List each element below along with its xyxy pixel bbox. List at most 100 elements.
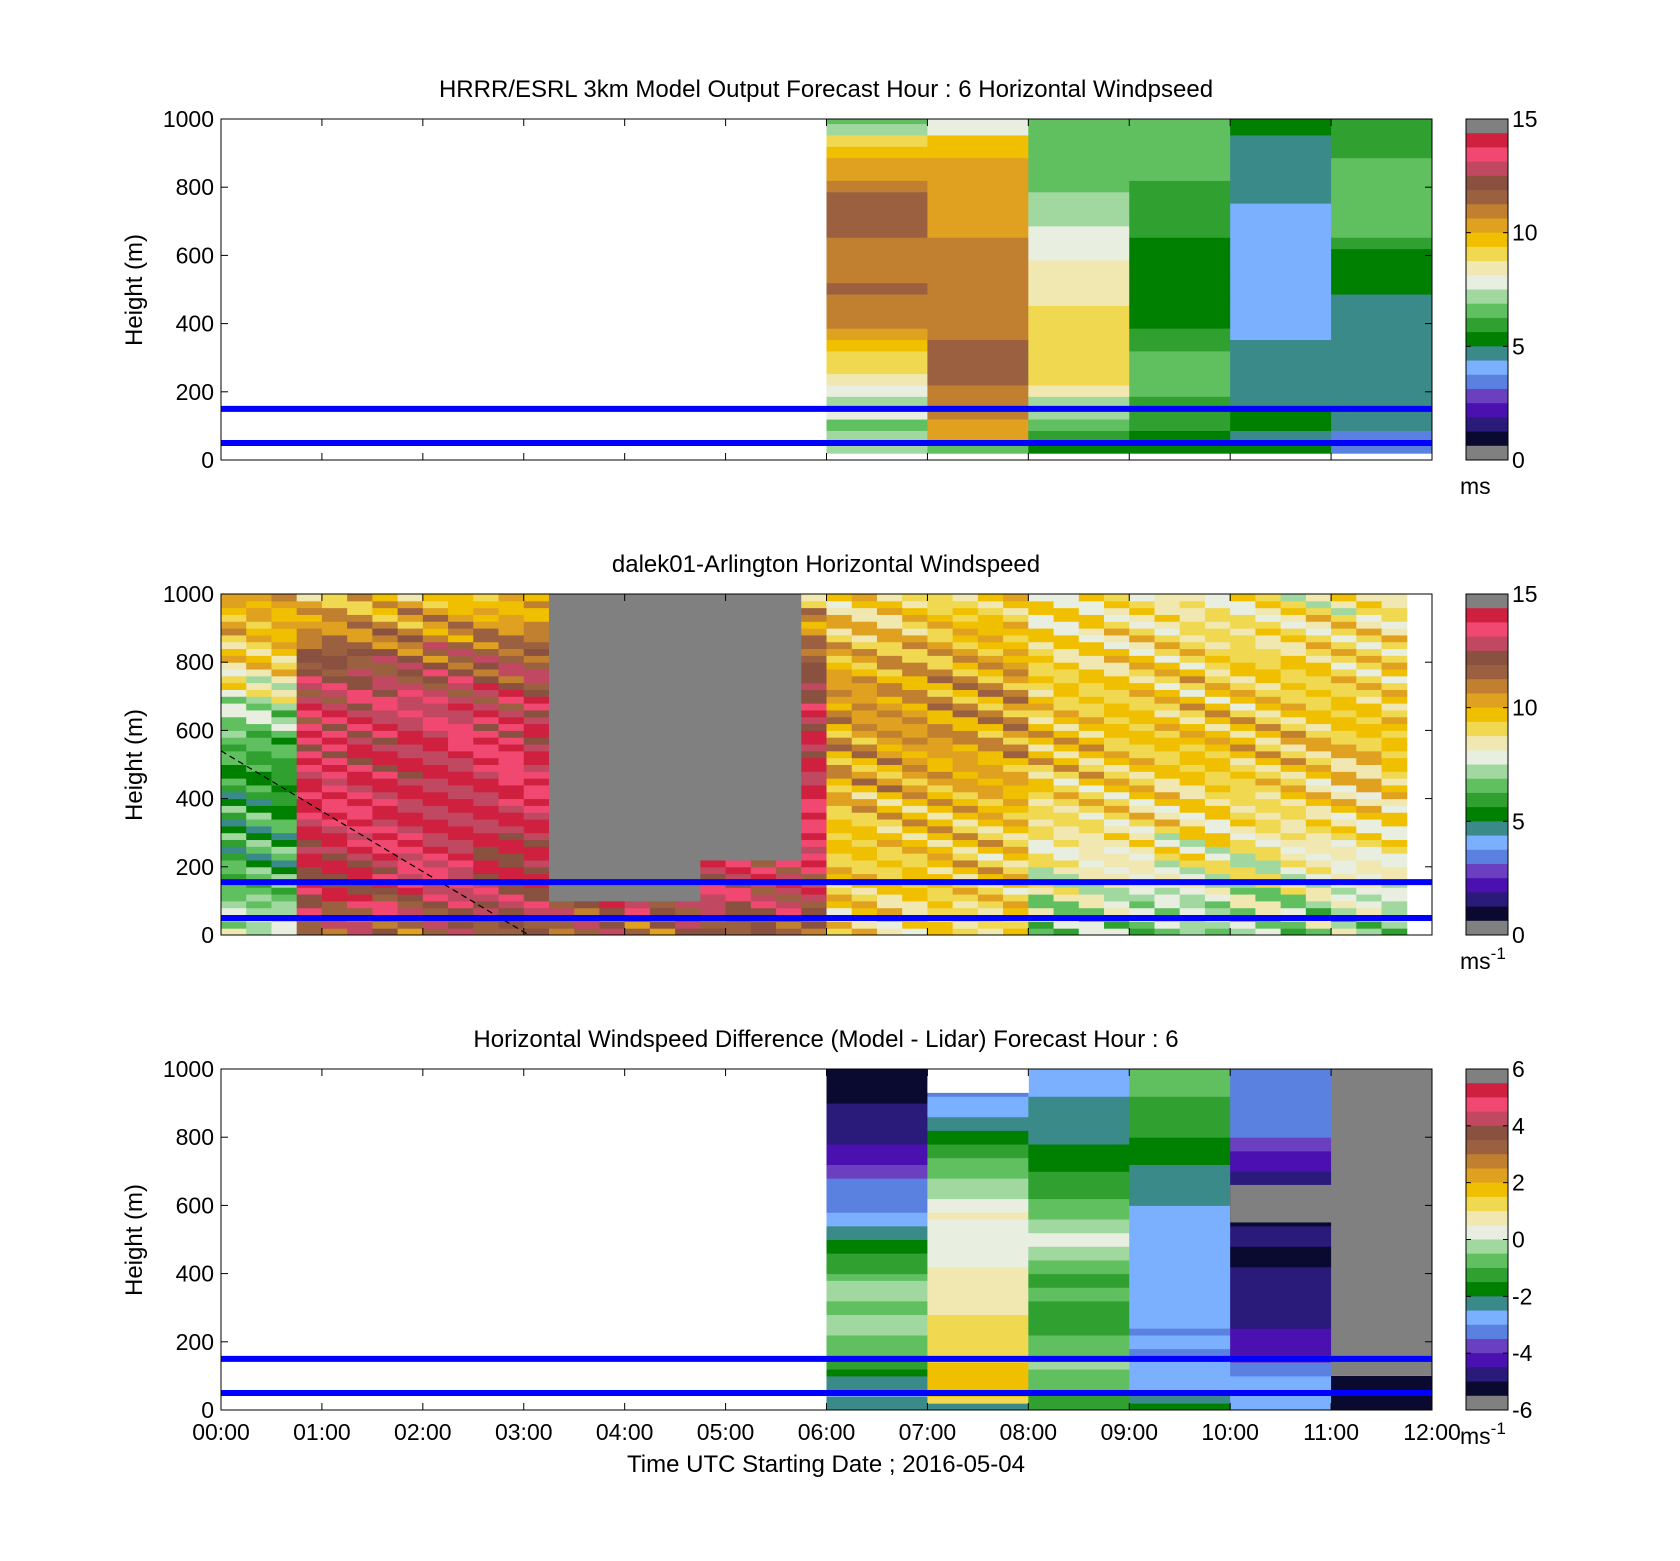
heatmap-cell	[927, 798, 954, 806]
colorbar-tick-label: 5	[1512, 333, 1525, 359]
heatmap-cell	[826, 825, 853, 834]
heatmap-cell	[826, 778, 853, 786]
heatmap-cell	[321, 921, 348, 929]
colorbar-swatch	[1466, 1253, 1508, 1269]
heatmap-cell	[271, 648, 298, 656]
heatmap-cell	[1381, 675, 1408, 684]
heatmap-cell	[1179, 696, 1206, 704]
heatmap-cell	[776, 853, 802, 861]
heatmap-cell	[574, 894, 600, 902]
heatmap-cell	[1230, 1096, 1332, 1104]
heatmap-cell	[1129, 1123, 1231, 1131]
heatmap-cell	[347, 825, 373, 834]
heatmap-cell	[1179, 866, 1206, 875]
heatmap-cell	[876, 634, 903, 643]
heatmap-cell	[624, 723, 651, 731]
heatmap-cell	[473, 621, 500, 629]
heatmap-cell	[826, 362, 928, 375]
heatmap-cell	[801, 614, 827, 622]
heatmap-cell	[1255, 791, 1282, 800]
heatmap-cell	[1280, 778, 1307, 786]
heatmap-cell	[750, 832, 777, 841]
heatmap-cell	[221, 607, 247, 615]
heatmap-cell	[750, 859, 777, 868]
heatmap-cell	[1028, 703, 1055, 711]
heatmap-cell	[599, 887, 626, 895]
heatmap-cell	[776, 832, 802, 841]
heatmap-cell	[448, 648, 474, 656]
heatmap-cell	[750, 771, 777, 779]
heatmap-cell	[1331, 723, 1357, 731]
heatmap-cell	[347, 744, 373, 752]
heatmap-cell	[1179, 607, 1206, 615]
heatmap-cell	[1331, 730, 1357, 738]
heatmap-cell	[927, 157, 1029, 170]
heatmap-cell	[624, 846, 651, 854]
heatmap-cell	[1230, 1164, 1332, 1172]
heatmap-cell	[876, 614, 903, 622]
colorbar-swatch	[1466, 920, 1508, 936]
heatmap-cell	[1028, 1375, 1130, 1384]
heatmap-cell	[347, 675, 373, 684]
heatmap-cell	[574, 873, 600, 881]
heatmap-cell	[851, 614, 878, 622]
heatmap-cell	[649, 744, 676, 752]
heatmap-cell	[1305, 832, 1332, 841]
heatmap-cell	[548, 819, 575, 827]
heatmap-cell	[321, 778, 348, 786]
heatmap-cell	[826, 1082, 928, 1090]
heatmap-cell	[1381, 859, 1408, 868]
heatmap-cell	[246, 648, 272, 656]
heatmap-cell	[1230, 191, 1332, 204]
heatmap-cell	[473, 907, 500, 916]
heatmap-cell	[296, 771, 323, 779]
heatmap-cell	[1204, 600, 1231, 609]
heatmap-cell	[851, 798, 878, 806]
heatmap-cell	[1255, 607, 1282, 615]
colorbar-swatch	[1466, 147, 1508, 163]
heatmap-cell	[448, 621, 474, 629]
heatmap-cell	[927, 894, 954, 902]
colorbar-swatch	[1466, 650, 1508, 666]
heatmap-cell	[473, 928, 500, 935]
heatmap-cell	[498, 825, 525, 834]
heatmap-cell	[1028, 1082, 1130, 1090]
colorbar-tick-label: 0	[1512, 447, 1525, 473]
heatmap-cell	[1381, 921, 1408, 929]
heatmap-cell	[1381, 846, 1408, 854]
heatmap-cell	[296, 703, 323, 711]
heatmap-cell	[296, 887, 323, 895]
heatmap-cell	[851, 634, 878, 643]
heatmap-cell	[750, 764, 777, 772]
heatmap-cell	[1255, 778, 1282, 786]
heatmap-cell	[448, 900, 474, 909]
heatmap-cell	[750, 791, 777, 800]
heatmap-cell	[977, 744, 1004, 752]
heatmap-cell	[221, 689, 247, 697]
heatmap-cell	[776, 757, 802, 765]
heatmap-cell	[1179, 859, 1206, 868]
heatmap-cell	[246, 832, 272, 841]
heatmap-cell	[599, 730, 626, 738]
colorbar-swatch	[1466, 906, 1508, 922]
heatmap-cell	[523, 682, 550, 690]
heatmap-cell	[1078, 812, 1105, 820]
colorbar-swatch	[1466, 707, 1508, 723]
heatmap-cell	[422, 887, 449, 895]
colorbar-swatch	[1466, 360, 1508, 376]
heatmap-cell	[1381, 669, 1408, 677]
heatmap-cell	[1154, 662, 1181, 670]
heatmap-cell	[776, 628, 802, 636]
heatmap-cell	[321, 846, 348, 854]
heatmap-cell	[599, 771, 626, 779]
heatmap-cell	[498, 798, 525, 806]
heatmap-cell	[1331, 384, 1432, 397]
heatmap-cell	[1356, 859, 1383, 868]
heatmap-cell	[548, 709, 575, 718]
heatmap-cell	[1129, 316, 1231, 329]
heatmap-cell	[902, 730, 928, 738]
heatmap-cell	[372, 757, 399, 765]
heatmap-cell	[473, 696, 500, 704]
heatmap-cell	[851, 750, 878, 759]
heatmap-cell	[675, 689, 701, 697]
